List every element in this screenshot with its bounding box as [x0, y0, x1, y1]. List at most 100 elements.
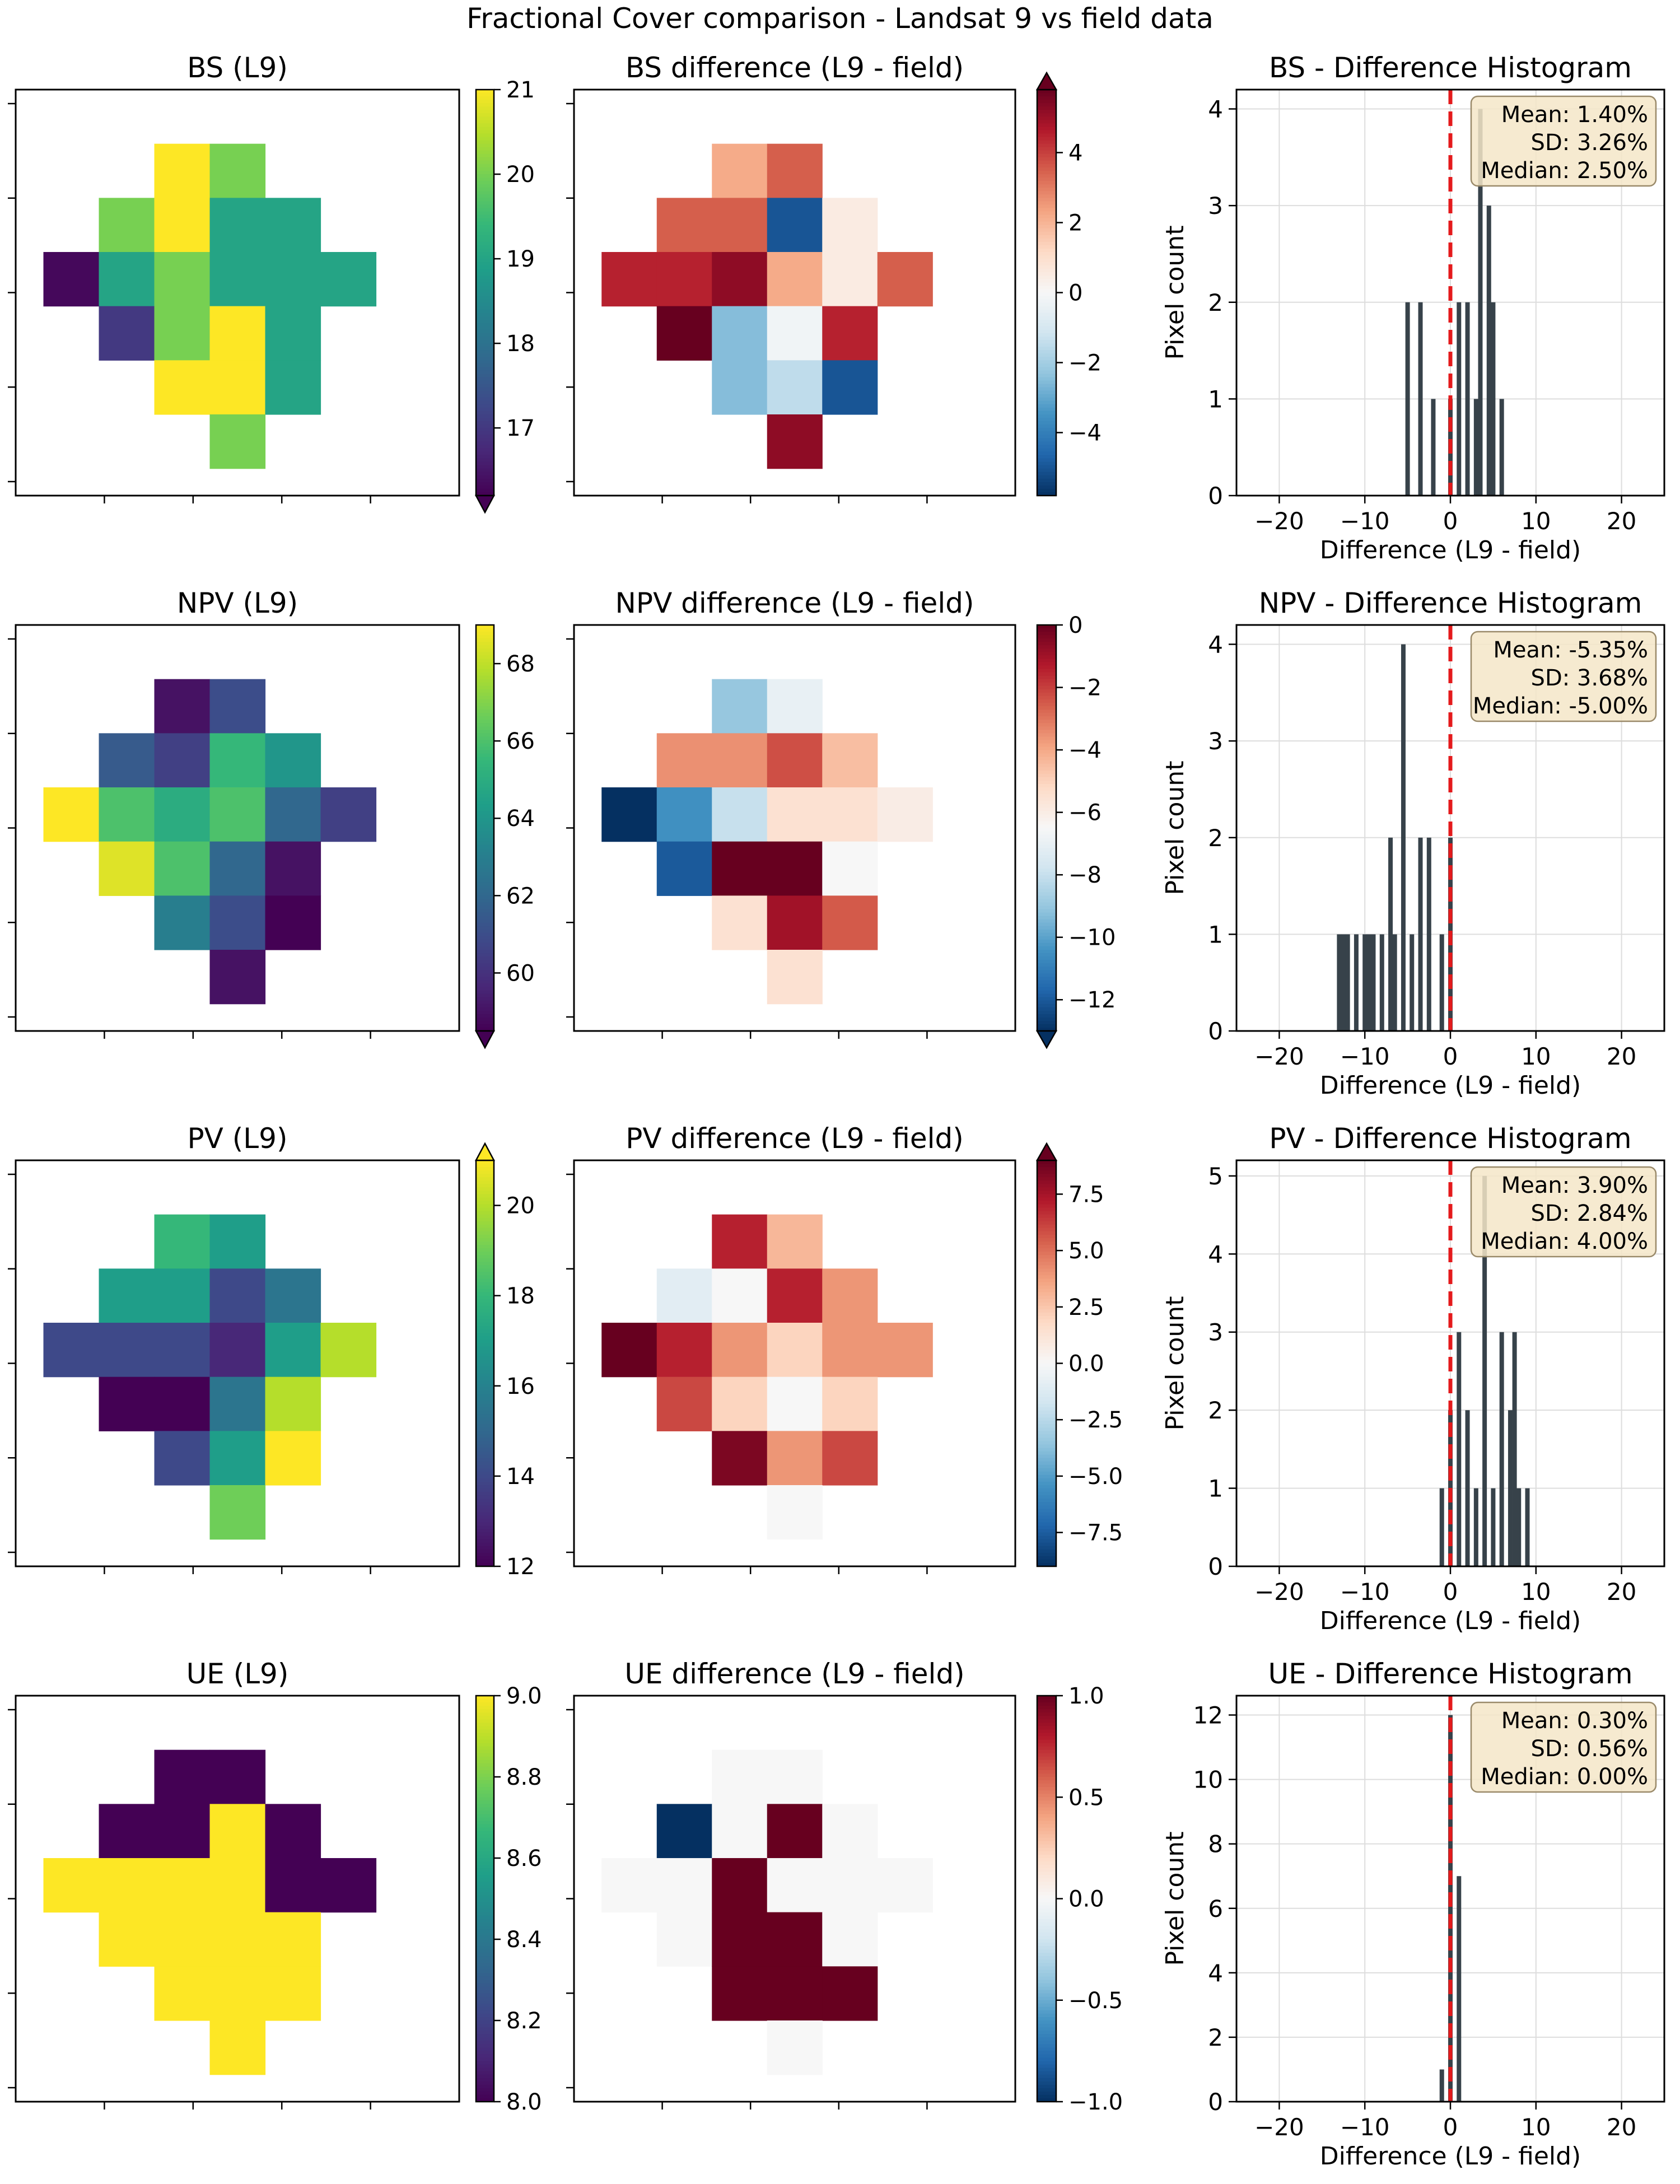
heatmap-cell	[209, 2020, 266, 2075]
colorbar-segment	[476, 400, 494, 405]
colorbar-segment	[1037, 1474, 1056, 1479]
colorbar-segment	[476, 1963, 494, 1967]
colorbar-segment	[1037, 1753, 1056, 1757]
colorbar-segment	[476, 374, 494, 378]
colorbar-segment	[476, 740, 494, 744]
colorbar-segment	[476, 2003, 494, 2008]
colorbar-segment	[476, 662, 494, 666]
heatmap-cell	[209, 1858, 266, 1913]
heatmap-cell	[712, 1912, 768, 1967]
colorbar-segment	[1037, 990, 1056, 995]
colorbar-segment	[476, 831, 494, 836]
y-axis-label: Pixel count	[1161, 1296, 1189, 1431]
colorbar-segment	[1037, 1231, 1056, 1235]
colorbar-tick-label: 12	[506, 1554, 535, 1580]
colorbar-segment	[1037, 1986, 1056, 1991]
colorbar-segment	[476, 164, 494, 168]
colorbar-segment	[1037, 760, 1056, 764]
colorbar-segment	[1037, 1814, 1056, 1818]
colorbar-segment	[476, 276, 494, 280]
colorbar-segment	[1037, 1248, 1056, 1252]
colorbar-segment	[476, 1929, 494, 1933]
colorbar-segment	[476, 632, 494, 636]
colorbar-segment	[1037, 387, 1056, 391]
colorbar-segment	[476, 160, 494, 165]
colorbar-segment	[1037, 296, 1056, 300]
x-axis-label: Difference (L9 - field)	[1320, 2142, 1581, 2171]
colorbar-segment	[476, 1973, 494, 1977]
colorbar-segment	[476, 1943, 494, 1947]
colorbar-segment	[476, 1834, 494, 1838]
colorbar-segment	[1037, 1702, 1056, 1706]
colorbar-segment	[476, 191, 494, 195]
colorbar-segment	[1037, 1729, 1056, 1734]
colorbar-segment	[1037, 211, 1056, 216]
colorbar-segment	[476, 1464, 494, 1469]
colorbar-segment	[476, 347, 494, 351]
colorbar-segment	[1037, 1160, 1056, 1164]
x-tick-label: −10	[1340, 507, 1390, 535]
colorbar-segment	[1037, 1319, 1056, 1323]
colorbar-segment	[1037, 2098, 1056, 2102]
stats-line: SD: 3.26%	[1531, 130, 1648, 156]
colorbar-segment	[1037, 939, 1056, 944]
panel-pv-hist: −20 −10 0 10 20 0 1 2 3 4 5 Difference (L9 - field)…	[1161, 1122, 1665, 1635]
colorbar-tick-label: −10	[1068, 925, 1116, 951]
colorbar-segment	[476, 942, 494, 947]
colorbar-segment	[1037, 770, 1056, 774]
colorbar-segment	[476, 1733, 494, 1737]
colorbar-segment	[1037, 360, 1056, 365]
colorbar-segment	[1037, 120, 1056, 124]
colorbar-segment	[476, 865, 494, 869]
colorbar-segment	[476, 2041, 494, 2045]
heatmap-cell	[656, 306, 712, 361]
panel-title: BS (L9)	[187, 52, 288, 84]
colorbar-segment	[1037, 2034, 1056, 2038]
colorbar-segment	[476, 1197, 494, 1202]
colorbar-segment	[1037, 899, 1056, 903]
heatmap-cell	[265, 306, 321, 361]
heatmap-cell	[154, 1214, 211, 1269]
colorbar-segment	[1037, 1191, 1056, 1195]
colorbar-segment	[1037, 1536, 1056, 1540]
colorbar-segment	[1037, 188, 1056, 192]
colorbar-segment	[1037, 269, 1056, 273]
heatmap-cell	[43, 252, 100, 307]
heatmap-cell	[43, 1323, 100, 1378]
heatmap-cell	[767, 1912, 823, 1967]
colorbar-tick-label: 0.0	[1068, 1887, 1104, 1912]
panel-ue-l9: UE (L9) 8.0 8.2 8.4 8.6 8.8 9.0	[8, 1658, 542, 2115]
colorbar-segment	[476, 950, 494, 954]
histogram-bar	[1491, 1488, 1496, 1566]
colorbar-segment	[476, 482, 494, 486]
heatmap-cell	[712, 679, 768, 734]
colorbar-segment	[476, 967, 494, 971]
histogram-bar	[1341, 934, 1346, 1031]
colorbar-segment	[1037, 1733, 1056, 1737]
histogram-bar	[1512, 1332, 1517, 1566]
heatmap-cell	[712, 1966, 768, 2021]
colorbar-segment	[1037, 137, 1056, 141]
colorbar-segment	[476, 875, 494, 879]
colorbar-segment	[476, 1299, 494, 1303]
colorbar-segment	[476, 1454, 494, 1459]
colorbar-segment	[1037, 1804, 1056, 1808]
colorbar-segment	[476, 1996, 494, 2001]
x-tick-label: −20	[1254, 1043, 1304, 1070]
colorbar-segment	[1037, 153, 1056, 158]
colorbar-segment	[476, 713, 494, 717]
colorbar-segment	[1037, 316, 1056, 320]
colorbar-segment	[1037, 1390, 1056, 1394]
colorbar-segment	[476, 309, 494, 314]
colorbar-segment	[476, 763, 494, 768]
colorbar-segment	[1037, 1265, 1056, 1270]
colorbar-tick-label: 0	[1068, 613, 1082, 638]
heatmap-cell	[656, 198, 712, 253]
stats-line: Median: 2.50%	[1481, 158, 1648, 184]
colorbar-segment	[1037, 679, 1056, 683]
colorbar-segment	[476, 1956, 494, 1961]
colorbar-segment	[1037, 1343, 1056, 1347]
colorbar-segment	[476, 1922, 494, 1926]
colorbar-segment	[476, 1990, 494, 1994]
